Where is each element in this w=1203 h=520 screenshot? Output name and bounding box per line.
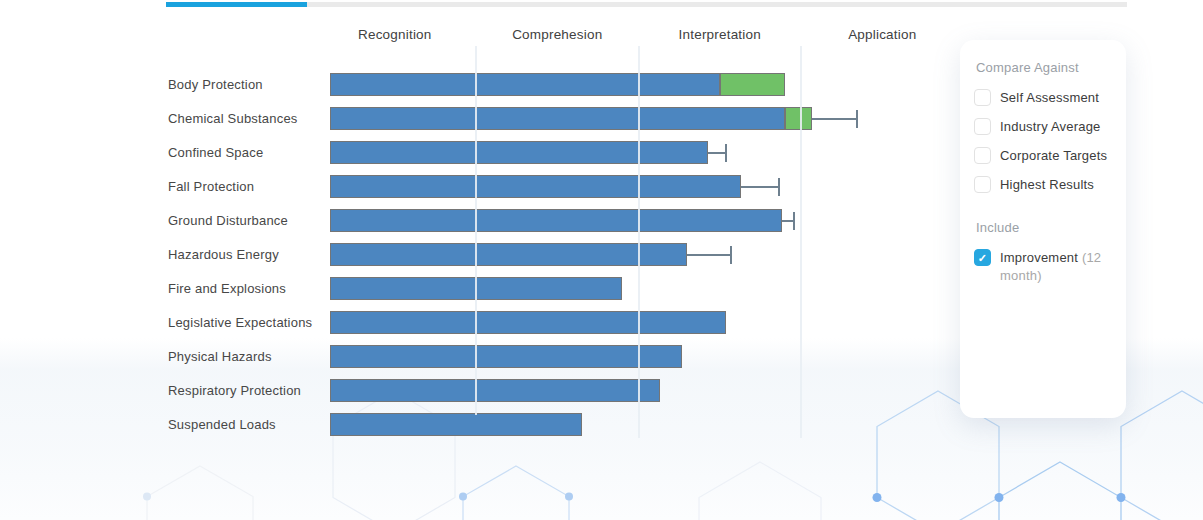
- row-label: Fire and Explosions: [168, 281, 323, 296]
- checkbox-label-suffix: (12 month): [1000, 250, 1101, 283]
- axis-header-comprehesion: Comprehesion: [476, 27, 638, 43]
- row-label: Hazardous Energy: [168, 247, 323, 262]
- checkbox-option-highest-results[interactable]: Highest Results: [974, 176, 1112, 194]
- score-bar[interactable]: [330, 345, 682, 368]
- score-bar[interactable]: [330, 175, 741, 198]
- score-bar[interactable]: [330, 413, 582, 436]
- checkbox-unchecked[interactable]: [974, 118, 991, 135]
- gridline: [475, 46, 477, 415]
- row-label: Chemical Substances: [168, 111, 323, 126]
- whisker-line: [687, 254, 729, 256]
- whisker-cap: [730, 246, 732, 264]
- checkbox-label[interactable]: Improvement (12 month): [1000, 249, 1112, 285]
- improvement-bar[interactable]: [720, 73, 785, 96]
- checkbox-label[interactable]: Industry Average: [1000, 118, 1101, 136]
- score-bar[interactable]: [330, 107, 785, 130]
- row-label: Fall Protection: [168, 179, 323, 194]
- checkbox-unchecked[interactable]: [974, 89, 991, 106]
- axis-header-interpretation: Interpretation: [639, 27, 801, 43]
- whisker-cap: [856, 110, 858, 128]
- row-label: Legislative Expectations: [168, 315, 323, 330]
- compare-options-list: Self Assessment Industry Average Corporate…: [974, 89, 1112, 194]
- app-root: RecognitionComprehesionInterpretationApp…: [0, 0, 1203, 520]
- axis-header-application: Application: [801, 27, 963, 43]
- row-label: Suspended Loads: [168, 417, 323, 432]
- whisker-cap: [793, 212, 795, 230]
- checkbox-option-corporate-targets[interactable]: Corporate Targets: [974, 147, 1112, 165]
- row-label: Ground Disturbance: [168, 213, 323, 228]
- score-bar[interactable]: [330, 379, 660, 402]
- row-label: Confined Space: [168, 145, 323, 160]
- gridline: [638, 46, 640, 438]
- checkbox-label[interactable]: Corporate Targets: [1000, 147, 1107, 165]
- tab-track: [166, 2, 1127, 7]
- improvement-bar[interactable]: [785, 107, 813, 130]
- include-heading: Include: [976, 220, 1112, 235]
- checkbox-label[interactable]: Highest Results: [1000, 176, 1094, 194]
- score-bar[interactable]: [330, 243, 687, 266]
- score-bar[interactable]: [330, 73, 720, 96]
- checkbox-unchecked[interactable]: [974, 176, 991, 193]
- compare-against-heading: Compare Against: [976, 60, 1112, 75]
- whisker-cap: [778, 178, 780, 196]
- checkbox-option-self-assessment[interactable]: Self Assessment: [974, 89, 1112, 107]
- whisker-cap: [725, 144, 727, 162]
- checkbox-option-improvement[interactable]: ✓ Improvement (12 month): [974, 249, 1112, 285]
- score-bar[interactable]: [330, 209, 782, 232]
- whisker-line: [708, 152, 724, 154]
- score-bar[interactable]: [330, 311, 726, 334]
- row-label: Physical Hazards: [168, 349, 323, 364]
- filters-panel: Compare Against Self Assessment Industry …: [960, 40, 1126, 418]
- axis-header-recognition: Recognition: [314, 27, 476, 43]
- whisker-line: [782, 220, 793, 222]
- gridline: [800, 46, 802, 438]
- checkbox-checked-icon[interactable]: ✓: [974, 249, 991, 266]
- active-tab-indicator[interactable]: [166, 2, 307, 7]
- score-bar[interactable]: [330, 141, 708, 164]
- row-label: Body Protection: [168, 77, 323, 92]
- whisker-line: [741, 186, 778, 188]
- checkbox-label[interactable]: Self Assessment: [1000, 89, 1099, 107]
- include-options-list: ✓ Improvement (12 month): [974, 249, 1112, 285]
- checkbox-option-industry-average[interactable]: Industry Average: [974, 118, 1112, 136]
- row-label: Respiratory Protection: [168, 383, 323, 398]
- whisker-line: [812, 118, 856, 120]
- checkbox-unchecked[interactable]: [974, 147, 991, 164]
